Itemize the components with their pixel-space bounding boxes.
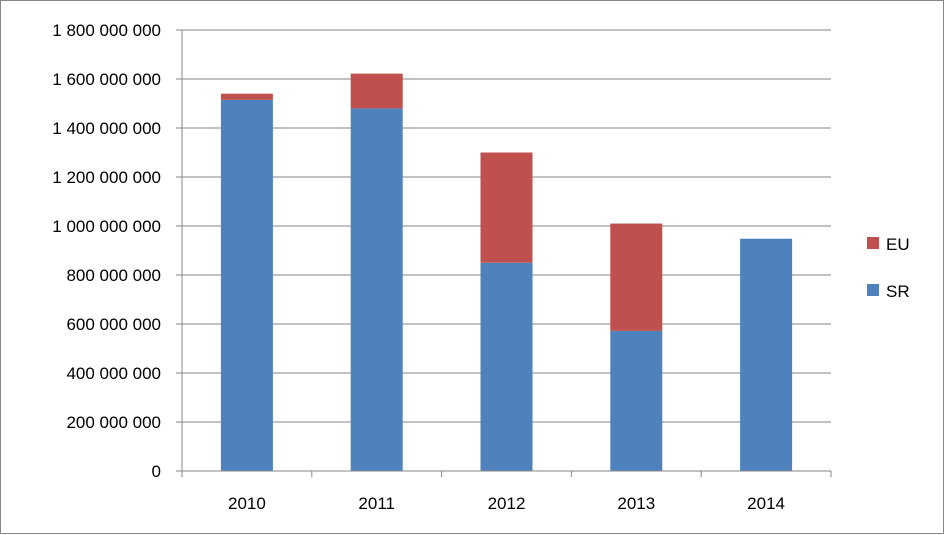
- y-tick-label: 1 600 000 000: [52, 70, 161, 89]
- y-tick-label: 1 400 000 000: [52, 119, 161, 138]
- bar-eu-2012: [480, 152, 533, 263]
- legend-swatch-sr: [867, 284, 879, 296]
- x-tick-label: 2014: [747, 494, 785, 513]
- y-tick-label: 600 000 000: [66, 315, 161, 334]
- x-tick-label: 2012: [488, 494, 526, 513]
- x-tick-label: 2013: [617, 494, 655, 513]
- y-tick-label: 800 000 000: [66, 266, 161, 285]
- bar-sr-2010: [220, 99, 273, 471]
- legend: EU SR: [867, 235, 910, 301]
- legend-label-eu: EU: [886, 235, 910, 254]
- x-tick-label: 2011: [358, 494, 395, 513]
- legend-swatch-eu: [867, 237, 879, 249]
- y-tick-label: 200 000 000: [66, 413, 161, 432]
- bars: [220, 73, 793, 472]
- y-tick-label: 0: [152, 462, 161, 481]
- y-tick-label: 1 200 000 000: [52, 168, 161, 187]
- y-tick-label: 1 000 000 000: [52, 217, 161, 236]
- bar-eu-2010: [220, 93, 273, 100]
- y-tick-label: 1 800 000 000: [52, 21, 161, 40]
- legend-label-sr: SR: [886, 282, 910, 301]
- bar-sr-2014: [740, 238, 793, 471]
- bar-eu-2011: [350, 73, 403, 109]
- y-tick-label: 400 000 000: [66, 364, 161, 383]
- bar-eu-2013: [610, 223, 663, 331]
- bar-sr-2011: [350, 108, 403, 472]
- x-tick-label: 2010: [228, 494, 266, 513]
- axes: 0 200 000 000 400 000 000 600 000 000 800 00…: [52, 21, 832, 513]
- bar-sr-2013: [610, 330, 663, 471]
- bar-sr-2012: [480, 262, 533, 471]
